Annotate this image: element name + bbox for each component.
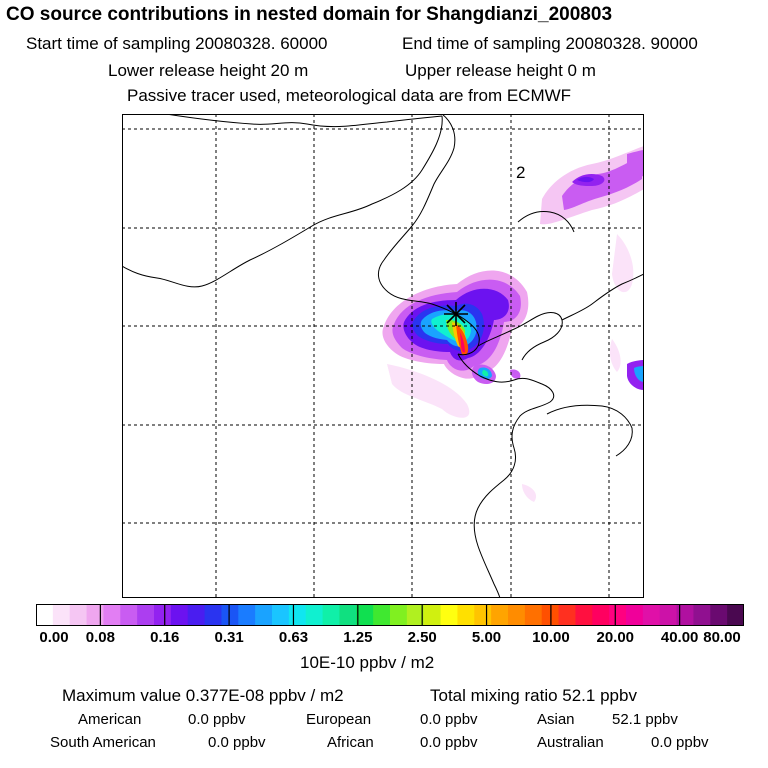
south-east-spot <box>471 364 521 384</box>
lower-release-height-label: Lower release height 20 m <box>108 61 309 80</box>
colorbar-swatch <box>491 604 509 626</box>
colorbar <box>36 604 744 626</box>
colorbar-swatch <box>170 604 189 626</box>
colorbar-swatch <box>710 604 728 626</box>
australian-label: Australian <box>537 734 604 751</box>
map-plot: 2 <box>122 114 644 598</box>
colorbar-swatch <box>457 604 475 626</box>
colorbar-swatch <box>642 604 661 626</box>
colorbar-swatch <box>440 604 459 626</box>
colorbar-swatch <box>676 604 695 626</box>
faint-plume-field <box>387 234 634 502</box>
colorbar-swatch <box>288 604 307 626</box>
european-label: European <box>306 711 372 728</box>
colorbar-swatch <box>575 604 593 626</box>
colorbar-swatch <box>356 604 374 626</box>
colorbar-swatch <box>693 604 711 626</box>
upper-release-height-label: Upper release height 0 m <box>405 61 596 80</box>
european-value: 0.0 ppbv <box>420 711 478 728</box>
colorbar-swatch <box>204 604 223 626</box>
colorbar-swatch <box>238 604 256 626</box>
colorbar-tick-label: 0.31 <box>214 629 244 646</box>
colorbar-swatch <box>36 604 54 626</box>
colorbar-swatch <box>558 604 577 626</box>
colorbar-tick-label: 1.25 <box>343 629 373 646</box>
colorbar-swatch <box>474 604 492 626</box>
asian-label: Asian <box>537 711 575 728</box>
map-border <box>122 114 644 598</box>
colorbar-swatch <box>339 604 357 626</box>
african-label: African <box>327 734 374 751</box>
australian-value: 0.0 ppbv <box>651 734 709 751</box>
colorbar-swatch <box>86 604 105 626</box>
african-value: 0.0 ppbv <box>420 734 478 751</box>
south-american-label: South American <box>50 734 156 751</box>
american-value: 0.0 ppbv <box>188 711 246 728</box>
colorbar-swatch <box>592 604 610 626</box>
colorbar-swatch <box>154 604 172 626</box>
colorbar-tick-label: 20.00 <box>596 629 635 646</box>
map-grid <box>122 114 644 598</box>
colorbar-swatch <box>423 604 442 626</box>
tracer-note: Passive tracer used, meteorological data… <box>127 86 572 105</box>
colorbar-swatch <box>524 604 543 626</box>
south-american-value: 0.0 ppbv <box>208 734 266 751</box>
colorbar-swatch <box>103 604 121 626</box>
colorbar-swatch <box>406 604 425 626</box>
colorbar-tick-label: 0.08 <box>85 629 115 646</box>
colorbar-swatch <box>187 604 206 626</box>
colorbar-tick-label: 0.16 <box>150 629 180 646</box>
colorbar-tick-label: 2.50 <box>407 629 437 646</box>
colorbar-swatch <box>609 604 627 626</box>
colorbar-swatch <box>69 604 88 626</box>
east-edge-spot <box>627 360 644 390</box>
colorbar-swatch <box>137 604 155 626</box>
colorbar-swatch <box>322 604 341 626</box>
colorbar-swatch <box>727 604 744 626</box>
colorbar-tick-label: 0.63 <box>278 629 309 646</box>
colorbar-border <box>36 604 744 626</box>
receptor-marker <box>444 302 468 326</box>
maximum-value-label: Maximum value 0.377E-08 ppbv / m2 <box>62 686 344 705</box>
colorbar-swatch <box>120 604 138 626</box>
colorbar-swatch <box>659 604 678 626</box>
north-east-plume <box>540 146 644 225</box>
colorbar-tick-label: 40.00 <box>660 629 699 646</box>
american-label: American <box>78 711 142 728</box>
colorbar-tick-label: 0.00 <box>39 629 69 646</box>
colorbar-tick-label: 5.00 <box>471 629 502 646</box>
end-time-label: End time of sampling 20080328. 90000 <box>402 34 698 53</box>
asian-value: 52.1 ppbv <box>612 711 678 728</box>
colorbar-unit-label: 10E-10 ppbv / m2 <box>300 653 435 672</box>
map-number-label: 2 <box>516 163 525 182</box>
colorbar-tick-label: 80.00 <box>703 629 741 646</box>
colorbar-swatch <box>508 604 526 626</box>
colorbar-swatch <box>626 604 644 626</box>
colorbar-tick-label: 10.00 <box>532 629 570 646</box>
start-time-label: Start time of sampling 20080328. 60000 <box>26 34 328 53</box>
chart-title: CO source contributions in nested domain… <box>6 4 613 25</box>
colorbar-swatch <box>373 604 391 626</box>
colorbar-swatch <box>272 604 290 626</box>
colorbar-swatch <box>390 604 408 626</box>
colorbar-swatch <box>255 604 273 626</box>
colorbar-swatch <box>305 604 324 626</box>
colorbar-swatch <box>221 604 239 626</box>
colorbar-swatch <box>52 604 71 626</box>
total-mixing-ratio-label: Total mixing ratio 52.1 ppbv <box>430 686 637 705</box>
